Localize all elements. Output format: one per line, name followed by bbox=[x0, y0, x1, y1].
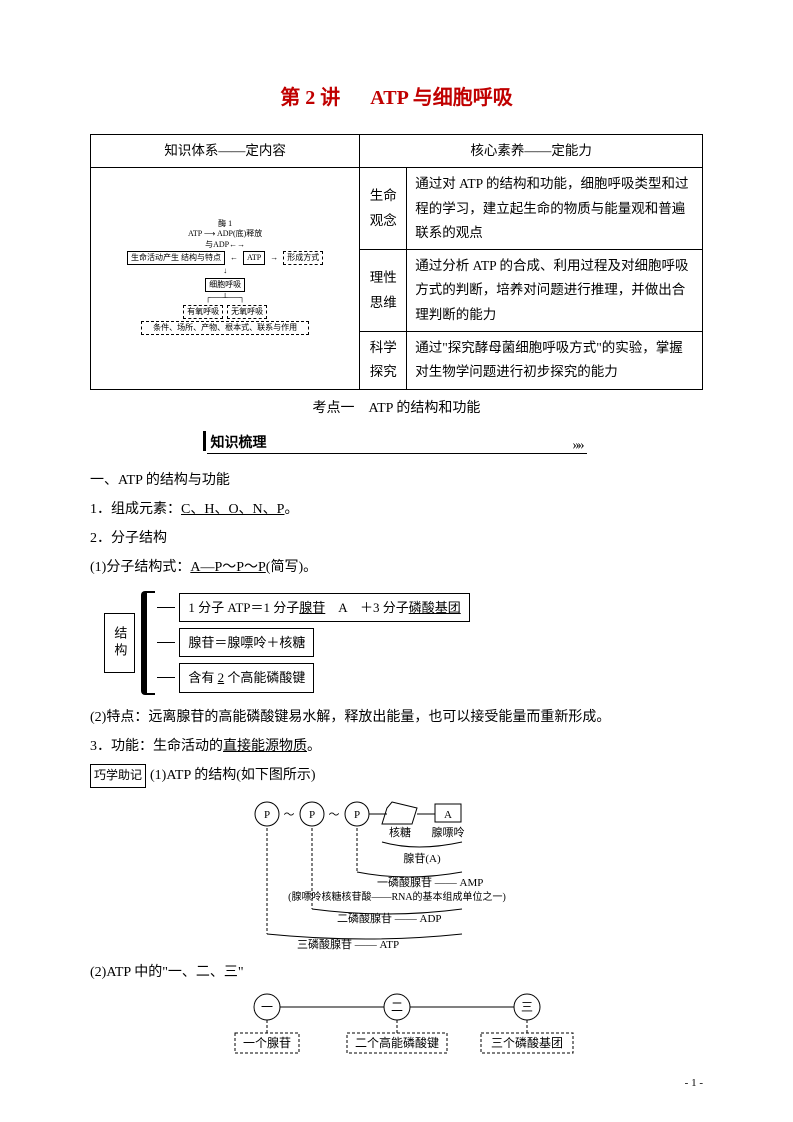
competency-table: 知识体系——定内容 核心素养——定能力 酶 1 ATP ⟶ ADP(底)释放 与… bbox=[90, 134, 703, 390]
point-formula: (1)分子结构式：A—P～P～P(简写)。 bbox=[90, 555, 703, 580]
structure-item-2: 腺苷＝腺嘌呤＋核糖 bbox=[179, 628, 314, 657]
svg-text:腺嘌呤: 腺嘌呤 bbox=[431, 825, 464, 839]
svg-text:核糖: 核糖 bbox=[389, 825, 411, 839]
atp-structure-diagram: P ～ P ～ P A 核糖 腺嘌呤 腺苷(A) 一磷酸腺苷 —— AMP (腺… bbox=[217, 794, 577, 954]
svg-text:二个高能磷酸键: 二个高能磷酸键 bbox=[354, 1035, 438, 1050]
point-structure: 2．分子结构 bbox=[90, 526, 703, 551]
section-bar: 知识梳理 »» bbox=[207, 431, 587, 454]
row2-text: 通过分析 ATP 的合成、利用过程及对细胞呼吸方式的判断，培养对问题进行推理，并… bbox=[407, 250, 703, 332]
page-title: 第 2 讲 ATP 与细胞呼吸 bbox=[90, 80, 703, 116]
svg-text:～: ～ bbox=[283, 809, 294, 821]
row1-label: 生命观念 bbox=[360, 168, 407, 250]
svg-text:一磷酸腺苷 —— AMP: 一磷酸腺苷 —— AMP bbox=[377, 875, 483, 889]
heading-1: 一、ATP 的结构与功能 bbox=[90, 468, 703, 493]
point-elements: 1．组成元素：C、H、O、N、P。 bbox=[90, 497, 703, 522]
point-feature: (2)特点：远离腺苷的高能磷酸键易水解，释放出能量，也可以接受能量而重新形成。 bbox=[90, 705, 703, 730]
structure-item-3: 含有 2 个高能磷酸键 bbox=[179, 663, 314, 692]
svg-text:～: ～ bbox=[328, 809, 339, 821]
row3-text: 通过"探究酵母菌细胞呼吸方式"的实验，掌握对生物学问题进行初步探究的能力 bbox=[407, 332, 703, 390]
structure-bracket-diagram: 结构 1 分子 ATP＝1 分子腺苷 A ＋3 分子磷酸基团 腺苷＝腺嘌呤＋核糖… bbox=[104, 591, 703, 695]
row1-text: 通过对 ATP 的结构和功能，细胞呼吸类型和过程的学习，建立起生命的物质与能量观… bbox=[407, 168, 703, 250]
knowledge-system-diagram: 酶 1 ATP ⟶ ADP(底)释放 与ADP←→ 生命活动产生 结构与特点 ←… bbox=[91, 168, 360, 389]
svg-text:二磷酸腺苷 —— ADP: 二磷酸腺苷 —— ADP bbox=[337, 911, 442, 925]
svg-text:A: A bbox=[444, 809, 452, 821]
structure-item-1: 1 分子 ATP＝1 分子腺苷 A ＋3 分子磷酸基团 bbox=[179, 593, 469, 622]
brace-icon bbox=[141, 591, 155, 695]
mnemonic-tag: 巧学助记 bbox=[90, 764, 146, 788]
svg-text:三个磷酸基团: 三个磷酸基团 bbox=[490, 1035, 562, 1050]
mnemonic-line: 巧学助记(1)ATP 的结构(如下图所示) bbox=[90, 763, 703, 788]
svg-text:P: P bbox=[353, 809, 359, 821]
svg-text:一: 一 bbox=[260, 1000, 272, 1014]
svg-text:二: 二 bbox=[390, 1000, 402, 1014]
row3-label: 科学探究 bbox=[360, 332, 407, 390]
svg-text:P: P bbox=[263, 809, 269, 821]
table-header-right: 核心素养——定能力 bbox=[360, 135, 703, 168]
svg-text:腺苷(A): 腺苷(A) bbox=[403, 851, 441, 865]
point-123: (2)ATP 中的"一、二、三" bbox=[90, 960, 703, 985]
point-function: 3．功能：生命活动的直接能源物质。 bbox=[90, 734, 703, 759]
page-number: - 1 - bbox=[685, 1074, 703, 1094]
table-header-left: 知识体系——定内容 bbox=[91, 135, 360, 168]
svg-text:P: P bbox=[308, 809, 314, 821]
atp-123-diagram: 一 二 三 一个腺苷 二个高能磷酸键 三个磷酸基团 bbox=[187, 991, 607, 1061]
row2-label: 理性思维 bbox=[360, 250, 407, 332]
section-arrow-icon: »» bbox=[573, 433, 583, 458]
svg-text:一个腺苷: 一个腺苷 bbox=[242, 1036, 290, 1050]
svg-text:三: 三 bbox=[520, 1000, 532, 1014]
structure-label: 结构 bbox=[104, 613, 135, 673]
section-label: 知识梳理 bbox=[211, 431, 267, 456]
svg-text:(腺嘌呤核糖核苷酸——RNA的基本组成单位之一): (腺嘌呤核糖核苷酸——RNA的基本组成单位之一) bbox=[288, 890, 506, 903]
kpoint-heading: 考点一 ATP 的结构和功能 bbox=[90, 396, 703, 421]
title-main: ATP 与细胞呼吸 bbox=[370, 87, 512, 109]
svg-text:三磷酸腺苷 —— ATP: 三磷酸腺苷 —— ATP bbox=[297, 937, 399, 951]
title-prefix: 第 2 讲 bbox=[280, 87, 340, 109]
